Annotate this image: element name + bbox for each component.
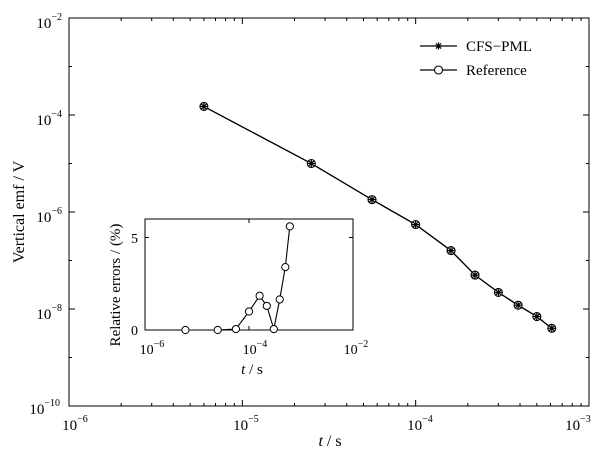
legend-asterisk-marker [434, 42, 443, 50]
inset-x-tick-label: 10−4 [243, 339, 268, 358]
cfs-pml-marker [412, 220, 420, 229]
inset-error-marker [275, 295, 284, 304]
legend-label-reference: Reference [466, 63, 527, 79]
cfs-pml-marker [200, 102, 208, 111]
main-x-tick-label: 10−3 [565, 414, 591, 434]
main-series-markers [199, 101, 557, 333]
inset-error-marker [213, 325, 222, 335]
inset-y-axis-label: Relative errors / (%) [108, 224, 124, 347]
inset-error-marker [262, 301, 271, 311]
inset-error-marker [285, 222, 294, 231]
main-x-axis-label: t / s [318, 433, 341, 450]
cfs-pml-marker [307, 159, 315, 168]
asterisk-stroke [368, 196, 376, 203]
inset-x-tick-label: 10−2 [344, 339, 369, 358]
legend: CFS−PML Reference [420, 39, 532, 79]
main-y-tick-label: 10−2 [36, 12, 62, 32]
cfs-pml-marker [533, 312, 541, 321]
asterisk-stroke [515, 302, 522, 309]
inset-plot: 0 5 10−6 10−4 10−2 t / s Relative errors… [108, 218, 369, 378]
main-y-axis-label: Vertical emf / V [11, 160, 28, 263]
inset-y-tick-label: 5 [131, 232, 138, 247]
asterisk-stroke [412, 221, 419, 228]
inset-error-marker [231, 324, 241, 334]
legend-circle-marker [433, 65, 444, 75]
cfs-pml-marker [471, 271, 479, 279]
inset-error-marker [281, 263, 290, 272]
inset-series-line [185, 226, 291, 331]
inset-error-marker [269, 324, 278, 334]
legend-label-cfs-pml: CFS−PML [466, 39, 532, 55]
asterisk-stroke [448, 247, 455, 254]
main-y-tick-label: 10−10 [29, 398, 60, 418]
cfs-pml-marker [548, 324, 556, 332]
main-x-tick-label: 10−6 [62, 414, 88, 434]
cfs-pml-marker [447, 247, 455, 255]
cfs-pml-marker [494, 288, 502, 296]
asterisk-stroke [548, 325, 555, 332]
inset-error-line [185, 226, 291, 331]
series-line-reference [203, 105, 553, 329]
asterisk-stroke [495, 289, 502, 296]
main-y-tick-label: 10−6 [36, 206, 62, 226]
cfs-pml-marker [368, 196, 376, 204]
inset-x-tick-label: 10−6 [140, 339, 165, 358]
inset-y-tick-label: 0 [131, 324, 138, 339]
inset-series-markers [181, 222, 294, 335]
asterisk-stroke [200, 103, 207, 110]
asterisk-stroke [533, 313, 540, 320]
main-y-tick-label: 10−8 [36, 303, 62, 323]
main-y-tick-label: 10−4 [36, 109, 62, 129]
inset-error-marker [181, 325, 190, 335]
inset-error-marker [255, 291, 264, 300]
main-x-tick-label: 10−5 [233, 414, 259, 434]
inset-x-axis-label: t / s [241, 362, 263, 378]
main-x-tick-label: 10−4 [407, 414, 433, 434]
main-series-lines [203, 105, 553, 329]
asterisk-stroke [471, 272, 479, 279]
main-axis-ticks [68, 17, 590, 407]
inset-axis-ticks [144, 219, 354, 331]
inset-error-marker [244, 307, 254, 316]
cfs-pml-marker [514, 301, 522, 309]
asterisk-stroke [308, 160, 315, 167]
